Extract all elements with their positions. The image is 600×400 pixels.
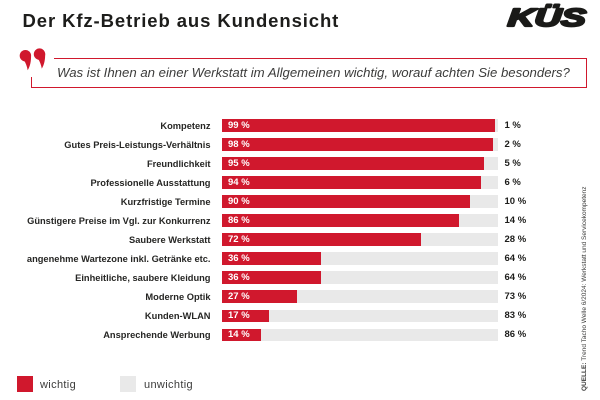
svg-text:KÜS: KÜS <box>507 3 587 30</box>
